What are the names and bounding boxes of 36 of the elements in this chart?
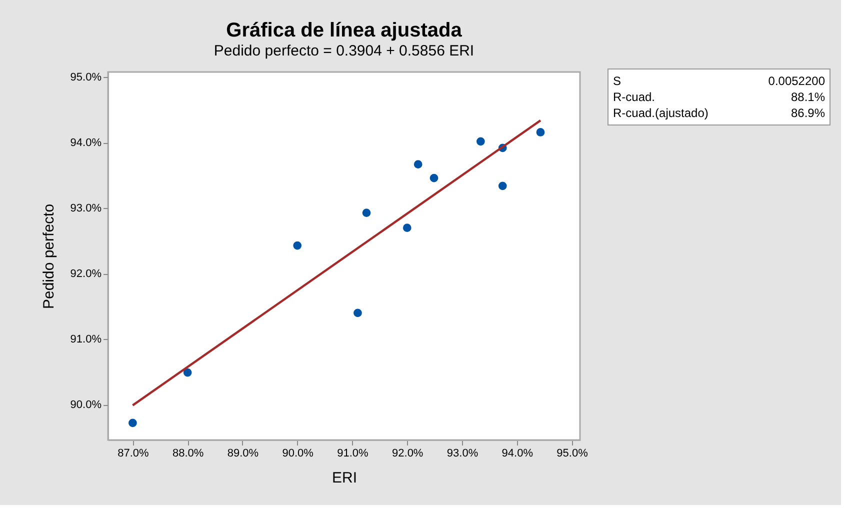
x-tick-label: 93.0%: [446, 448, 478, 460]
point: [183, 368, 192, 377]
x-tick-label: 87.0%: [118, 448, 150, 460]
point: [498, 182, 507, 190]
x-axis-title: ERI: [332, 470, 358, 486]
text: R-cuad.: [613, 90, 656, 104]
x-tick-label: 89.0%: [227, 448, 259, 460]
text: 86.9%: [790, 106, 826, 120]
chart-title: Gráfica de línea ajustada: [226, 20, 463, 42]
y-tick-label: 95.0%: [70, 72, 102, 84]
x-tick-label: 91.0%: [337, 448, 369, 460]
point: [402, 224, 412, 232]
y-tick-label: 94.0%: [70, 137, 102, 150]
chart-subtitle: Pedido perfecto = 0.3904 + 0.5856 ERI: [214, 42, 474, 60]
x-tick-label: 95.0%: [556, 448, 588, 460]
y-tick-label: 91.0%: [70, 334, 102, 346]
point: [476, 137, 485, 146]
text: 0.0052200: [768, 74, 826, 88]
x-tick-label: 94.0%: [502, 448, 534, 460]
y-tick-label: 93.0%: [70, 202, 102, 215]
point: [430, 174, 438, 182]
point: [362, 208, 371, 217]
y-tick-label: 90.0%: [70, 399, 102, 412]
point: [128, 418, 137, 428]
y-tick-label: 92.0%: [70, 268, 102, 280]
x-tick-label: 90.0%: [282, 448, 314, 460]
point: [414, 160, 422, 168]
text: 88.1%: [790, 90, 826, 104]
text: S: [613, 74, 622, 88]
x-tick-label: 88.0%: [172, 448, 204, 460]
point: [293, 241, 302, 250]
text: R-cuad.(ajustado): [613, 106, 708, 120]
point: [536, 128, 545, 136]
x-tick-label: 92.0%: [392, 448, 424, 460]
point: [354, 308, 362, 318]
y-axis-title: Pedido perfecto: [40, 204, 58, 310]
